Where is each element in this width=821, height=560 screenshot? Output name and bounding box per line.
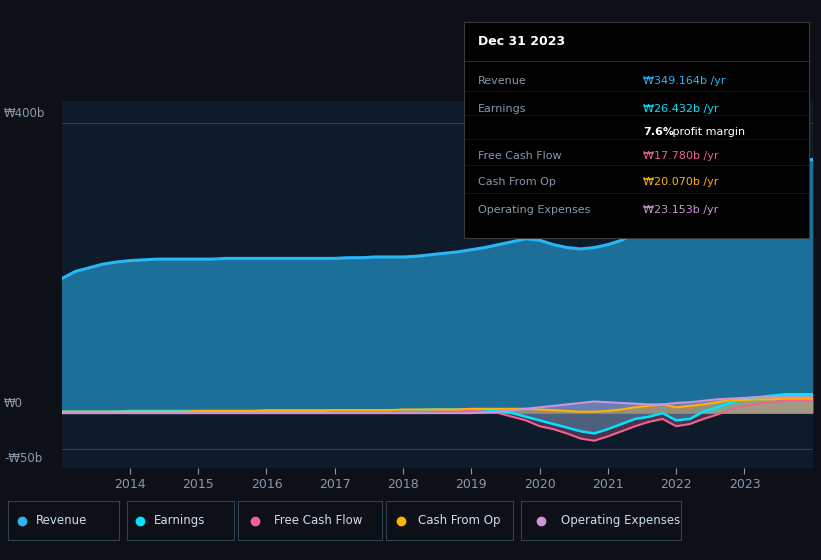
Text: Operating Expenses: Operating Expenses <box>478 205 590 215</box>
Text: Free Cash Flow: Free Cash Flow <box>274 514 362 528</box>
Text: Cash From Op: Cash From Op <box>418 514 500 528</box>
Text: ₩0: ₩0 <box>4 398 23 410</box>
Text: Earnings: Earnings <box>154 514 205 528</box>
Text: Revenue: Revenue <box>36 514 87 528</box>
Text: ₩26.432b /yr: ₩26.432b /yr <box>643 104 718 114</box>
Text: Cash From Op: Cash From Op <box>478 177 556 187</box>
Text: Revenue: Revenue <box>478 76 526 86</box>
Text: ₩23.153b /yr: ₩23.153b /yr <box>643 205 718 215</box>
Text: Operating Expenses: Operating Expenses <box>562 514 681 528</box>
Text: Earnings: Earnings <box>478 104 526 114</box>
Text: ₩400b: ₩400b <box>4 107 45 120</box>
Text: profit margin: profit margin <box>669 127 745 137</box>
Text: ₩349.164b /yr: ₩349.164b /yr <box>643 76 726 86</box>
Text: Dec 31 2023: Dec 31 2023 <box>478 35 565 48</box>
Text: 7.6%: 7.6% <box>643 127 674 137</box>
Text: ₩17.780b /yr: ₩17.780b /yr <box>643 151 718 161</box>
Text: ₩20.070b /yr: ₩20.070b /yr <box>643 177 718 187</box>
Text: Free Cash Flow: Free Cash Flow <box>478 151 562 161</box>
Text: -₩50b: -₩50b <box>4 452 43 465</box>
